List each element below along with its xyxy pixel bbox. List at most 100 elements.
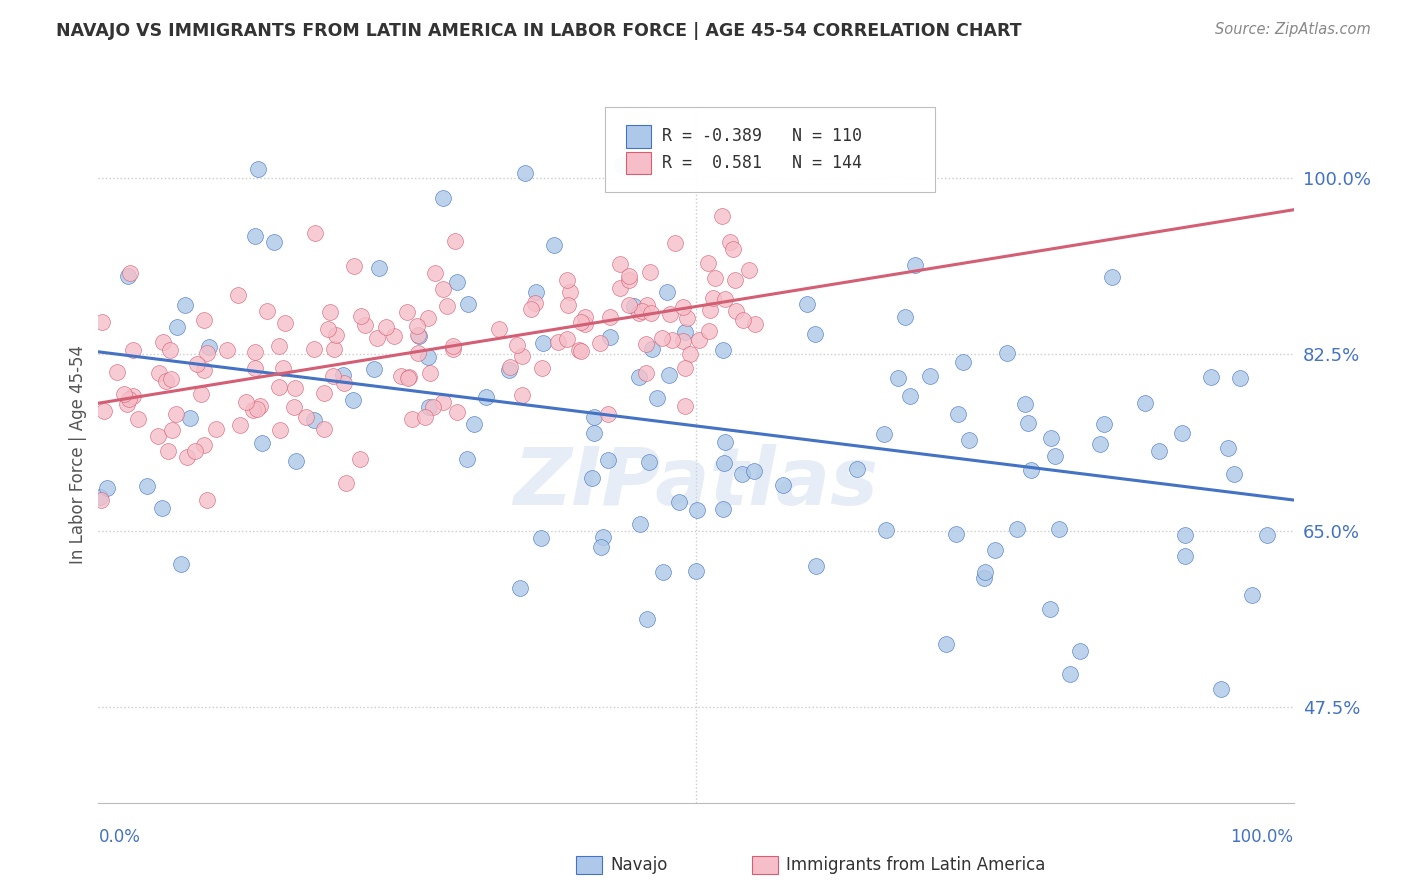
Point xyxy=(1005,522,1028,536)
Point xyxy=(651,331,673,345)
Point xyxy=(1101,270,1123,285)
Point xyxy=(699,302,721,317)
Point xyxy=(574,317,596,331)
Point xyxy=(243,345,266,359)
Point xyxy=(155,374,177,388)
Point xyxy=(589,541,612,555)
Point xyxy=(1014,397,1036,411)
Point xyxy=(350,310,373,324)
Point xyxy=(887,370,910,384)
Text: Immigrants from Latin America: Immigrants from Latin America xyxy=(786,856,1045,874)
Point xyxy=(416,311,439,326)
Point xyxy=(425,266,447,280)
Point xyxy=(432,395,454,409)
Point xyxy=(623,299,645,313)
Point xyxy=(96,481,118,495)
Point xyxy=(322,369,344,384)
Point xyxy=(422,400,444,414)
Point xyxy=(609,281,631,295)
Point xyxy=(318,305,340,319)
Point xyxy=(1019,463,1042,477)
Text: Source: ZipAtlas.com: Source: ZipAtlas.com xyxy=(1215,22,1371,37)
Point xyxy=(115,397,138,411)
Point xyxy=(920,368,942,383)
Point xyxy=(506,338,529,352)
Point xyxy=(456,452,478,467)
Point xyxy=(612,158,634,172)
Point xyxy=(353,318,375,333)
Point xyxy=(1059,667,1081,681)
Point xyxy=(583,409,606,424)
Point xyxy=(744,317,766,331)
Point xyxy=(974,566,997,580)
Point xyxy=(335,476,357,491)
Point xyxy=(581,471,603,485)
Point xyxy=(312,422,335,436)
Point xyxy=(1174,549,1197,563)
Point xyxy=(343,260,366,274)
Point xyxy=(599,310,621,324)
Point xyxy=(263,235,285,249)
Point xyxy=(673,361,696,376)
Point xyxy=(533,336,555,351)
Point xyxy=(524,285,547,299)
Point xyxy=(446,404,468,418)
Point xyxy=(446,275,468,289)
Point xyxy=(672,334,695,349)
Point xyxy=(1216,442,1239,456)
Point xyxy=(152,334,174,349)
Point xyxy=(1039,602,1062,616)
Point xyxy=(638,265,661,279)
Point xyxy=(721,243,744,257)
Point xyxy=(1201,370,1223,384)
Text: ZIPatlas: ZIPatlas xyxy=(513,443,879,522)
Point xyxy=(488,322,510,336)
Point xyxy=(1170,425,1192,440)
Point xyxy=(197,340,219,354)
Point xyxy=(713,292,735,306)
Point xyxy=(170,557,193,571)
Point xyxy=(127,411,149,425)
Point xyxy=(105,365,128,379)
Point xyxy=(804,559,827,574)
Point xyxy=(1043,449,1066,463)
Point xyxy=(1229,370,1251,384)
Point xyxy=(738,263,761,277)
Point xyxy=(631,304,654,318)
Point xyxy=(242,402,264,417)
Point xyxy=(401,411,423,425)
Point xyxy=(243,361,266,376)
Point xyxy=(658,368,681,382)
Point xyxy=(173,298,195,312)
Point xyxy=(583,425,606,440)
Point xyxy=(1047,522,1070,536)
Point xyxy=(903,258,925,272)
Point xyxy=(1209,682,1232,697)
Point xyxy=(634,337,657,351)
Point xyxy=(628,517,651,532)
Point xyxy=(165,407,187,421)
Point xyxy=(89,490,111,504)
Point xyxy=(718,235,741,249)
Point xyxy=(640,305,662,319)
Point xyxy=(405,318,427,333)
Point xyxy=(952,355,974,369)
Point xyxy=(711,343,734,357)
Point xyxy=(530,361,553,376)
Point xyxy=(284,380,307,394)
Point xyxy=(1223,467,1246,481)
Point xyxy=(675,311,697,326)
Point xyxy=(724,273,747,287)
Point xyxy=(543,237,565,252)
Point xyxy=(246,402,269,417)
Point xyxy=(475,390,498,404)
Point xyxy=(382,329,405,343)
Point xyxy=(389,369,412,384)
Point xyxy=(984,542,1007,557)
Point xyxy=(157,444,180,458)
Point xyxy=(302,413,325,427)
Point xyxy=(122,389,145,403)
Point xyxy=(302,342,325,356)
Point xyxy=(1039,431,1062,445)
Point xyxy=(432,282,454,296)
